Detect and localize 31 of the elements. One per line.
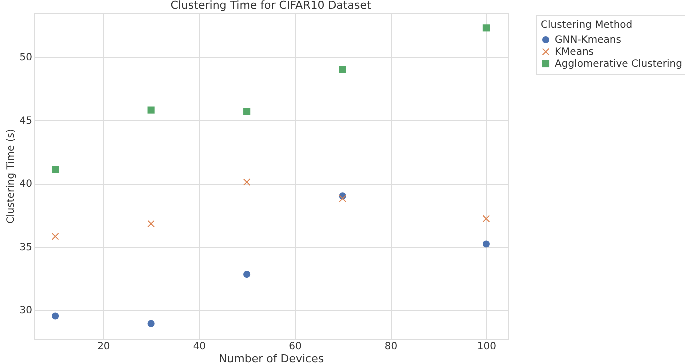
x-tick-label: 80 [384, 342, 398, 352]
point [52, 166, 60, 174]
x-axis-title: Number of Devices [218, 352, 324, 363]
y-tick-label: 35 [20, 242, 32, 254]
point [339, 66, 346, 74]
point [244, 271, 251, 278]
point [482, 24, 490, 32]
point [148, 106, 155, 114]
point [52, 233, 60, 240]
legend-label: Agglomerative Clustering [555, 59, 682, 70]
point [482, 215, 490, 222]
legend-label: GNN-Kmeans [555, 35, 622, 46]
point [148, 320, 155, 328]
y-tick-label: 45 [20, 116, 32, 127]
point [482, 240, 490, 248]
x-tick-label: 60 [289, 342, 302, 352]
legend-label: KMeans [555, 47, 594, 58]
x-tick-label: 20 [98, 342, 110, 352]
x-tick-label: 100 [477, 342, 496, 352]
y-tick-label: 50 [20, 52, 32, 64]
point [339, 195, 346, 202]
x-tick-label: 40 [193, 342, 206, 352]
y-tick-label: 40 [20, 179, 32, 190]
point [52, 312, 60, 320]
point [244, 108, 251, 116]
chart-title: Clustering Time for CIFAR10 Dataset [170, 0, 372, 12]
y-tick-label: 30 [20, 305, 32, 316]
legend-title: Clustering Method [541, 20, 633, 31]
point [244, 178, 251, 186]
y-axis-title: Clustering Time (s) [6, 129, 17, 224]
point [148, 220, 155, 228]
